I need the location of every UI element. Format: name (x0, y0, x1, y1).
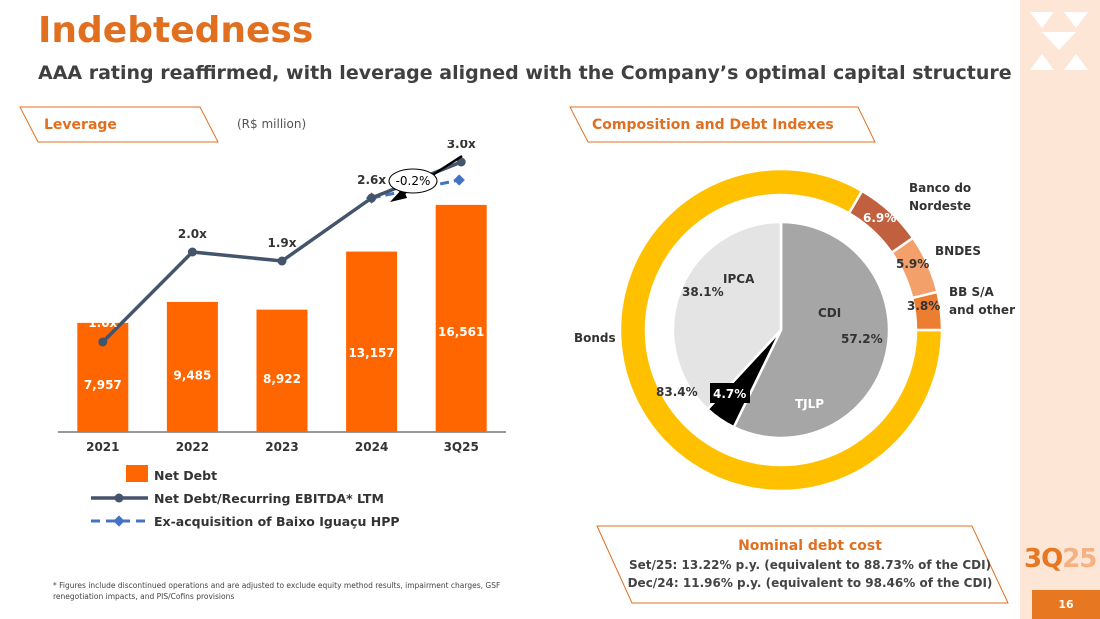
donut-value-label: 6.9% (863, 211, 896, 225)
company-logo (1030, 12, 1088, 70)
bar-value-label: 9,485 (173, 368, 211, 382)
debt-composition-chart: 83.4% 6.9% 5.9% 3.8% Bonds Banco do Nordeste BN… (574, 167, 1015, 493)
leverage-point (456, 157, 466, 167)
nominal-cost-dec24: Dec/24: 11.96% p.y. (equivalent to 98.46… (627, 576, 993, 590)
change-badge (388, 168, 438, 194)
bar-value-label: 13,157 (348, 346, 394, 360)
leverage-chart: 7,957 2021 9,485 2022 8,922 2023 13,157 2024 16,… (58, 140, 506, 529)
ratio-data-label: 3.0x (447, 140, 476, 151)
ratio-data-label: 2.6x (357, 173, 386, 187)
legend-label: Net Debt/Recurring EBITDA* LTM (154, 491, 384, 506)
leverage-point (187, 247, 197, 257)
legend-marker (113, 515, 125, 527)
ex-acquisition-label: 2.8x (447, 193, 476, 207)
ratio-data-label: 1.0x (88, 316, 117, 330)
donut-name-label: Nordeste (909, 199, 971, 213)
donut-value-label: 83.4% (656, 385, 698, 399)
bar-net-debt-2024 (346, 251, 398, 432)
pie-slice-ipca (671, 220, 783, 411)
quarter-year: 25 (1062, 544, 1097, 574)
bar-net-debt-2022 (166, 301, 218, 432)
leverage-point (367, 193, 377, 203)
sidebar-band (1020, 0, 1100, 619)
leverage-section-label: Leverage (44, 117, 117, 133)
bar-value-label: 16,561 (438, 325, 484, 339)
page-number: 16 (1032, 590, 1100, 619)
donut-slice-bonds (618, 167, 944, 493)
donut-value-label: 3.8% (907, 299, 940, 313)
donut-name-label: Banco do (909, 181, 971, 195)
pie-name-label: IPCA (723, 272, 755, 286)
page-title: Indebtedness (38, 10, 314, 51)
composition-section-label: Composition and Debt Indexes (592, 117, 834, 133)
x-tick-label: 2024 (355, 440, 388, 454)
ex-acquisition-point (453, 174, 465, 186)
donut-slice-bb-s-a-and-other (910, 290, 944, 332)
donut-name-label: Bonds (574, 331, 616, 345)
legend-swatch-net-debt (126, 465, 148, 482)
leverage-point (277, 256, 287, 266)
change-badge-text: -0.2% (396, 174, 431, 188)
ex-acquisition-label: 2.6x (357, 211, 386, 225)
unit-label: (R$ million) (237, 117, 307, 131)
ratio-data-label: 2.0x (178, 227, 207, 241)
legend-label: Ex-acquisition of Baixo Iguaçu HPP (154, 514, 400, 529)
x-tick-label: 2022 (176, 440, 209, 454)
pie-value-label: 4.7% (713, 387, 746, 401)
x-tick-label: 2023 (265, 440, 298, 454)
pie-slice-cdi (732, 220, 891, 440)
nominal-cost-set25: Set/25: 13.22% p.y. (equivalent to 88.73… (628, 558, 992, 572)
pie-value-label: 57.2% (841, 332, 883, 346)
bar-net-debt-2023 (256, 309, 308, 432)
ratio-data-label: 1.9x (268, 236, 297, 250)
footnote: * Figures include discontinued operation… (53, 581, 501, 601)
bar-net-debt-3Q25 (435, 204, 487, 432)
quarter-q: 3Q (1024, 544, 1063, 574)
pie-name-label: TJLP (795, 397, 824, 411)
bar-value-label: 7,957 (84, 378, 122, 392)
x-tick-label: 2021 (86, 440, 119, 454)
pie-value-label: 38.1% (682, 285, 724, 299)
page-subtitle: AAA rating reaffirmed, with leverage ali… (38, 62, 1012, 84)
tjlp-value-bg (710, 383, 750, 403)
donut-name-label: BNDES (935, 244, 981, 258)
leverage-point (98, 337, 108, 347)
donut-name-label: and other (949, 303, 1015, 317)
donut-value-label: 5.9% (896, 257, 929, 271)
pie-name-label: CDI (818, 306, 841, 320)
x-tick-label: 3Q25 (444, 440, 479, 454)
donut-name-label: BB S/A (949, 285, 994, 299)
legend-label: Net Debt (154, 468, 217, 483)
quarter-brand: 3Q25 (1024, 544, 1097, 574)
nominal-cost-title: Nominal debt cost (738, 538, 882, 554)
legend-marker (114, 493, 124, 503)
bar-value-label: 8,922 (263, 372, 301, 386)
